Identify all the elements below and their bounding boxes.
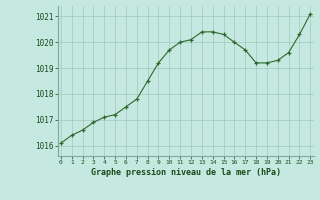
X-axis label: Graphe pression niveau de la mer (hPa): Graphe pression niveau de la mer (hPa) bbox=[91, 168, 281, 177]
